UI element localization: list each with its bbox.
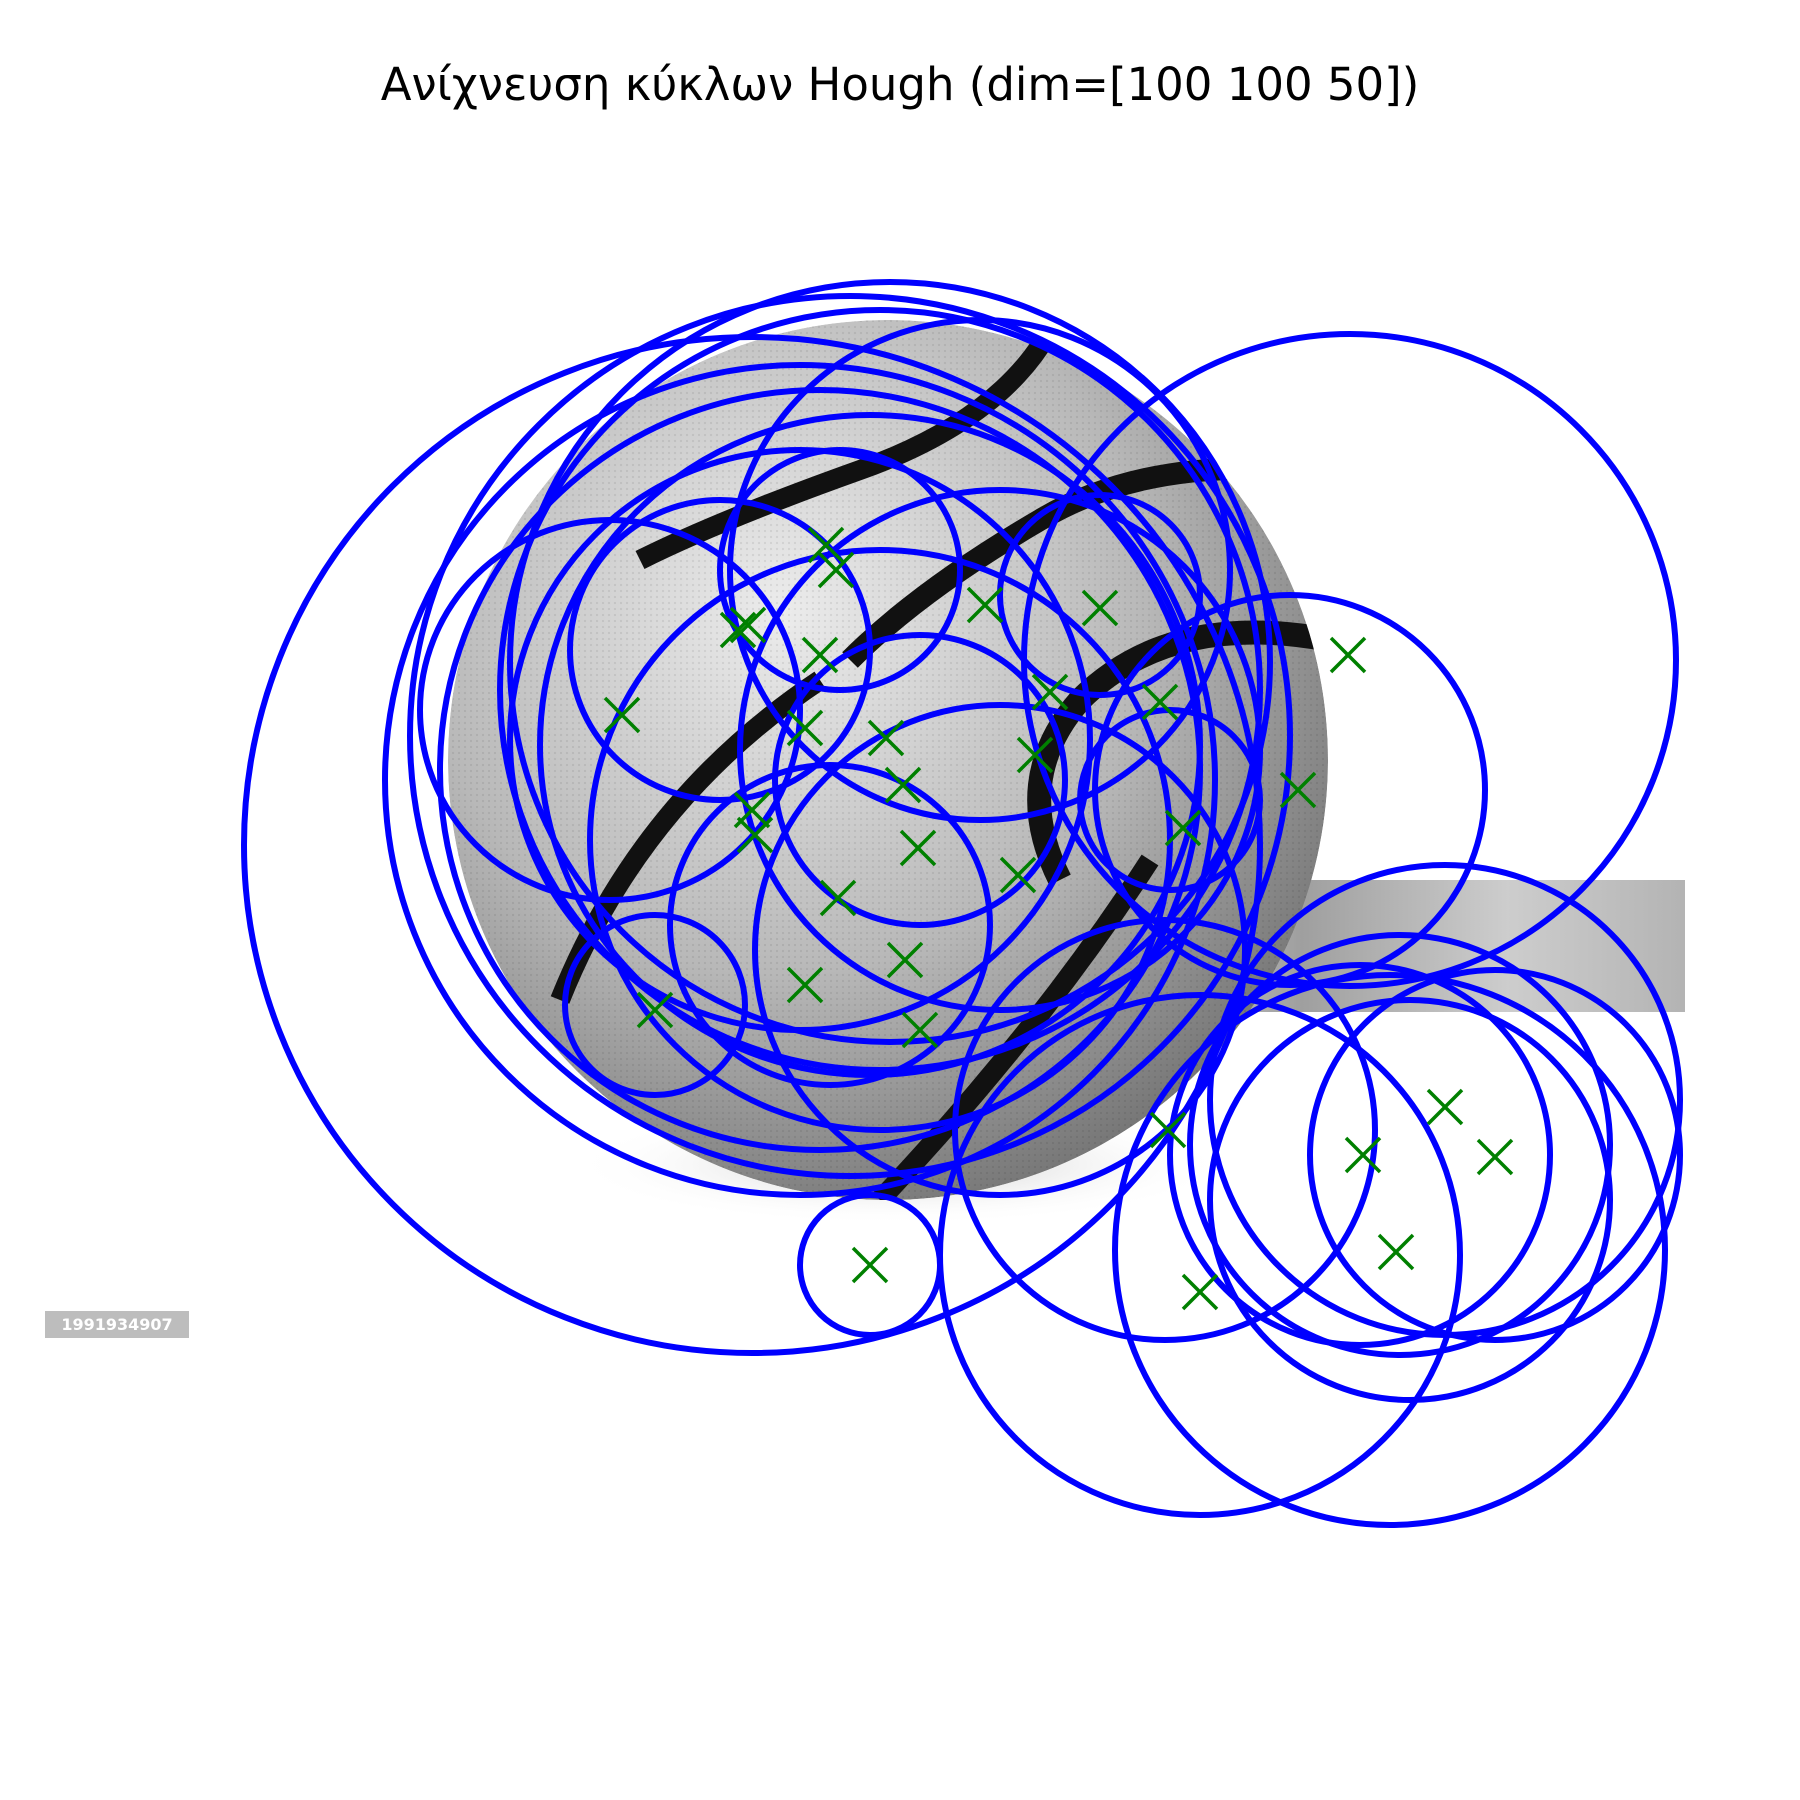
basketball <box>448 320 1328 1200</box>
center-marker <box>899 829 937 867</box>
center-marker <box>817 551 855 589</box>
center-marker <box>1081 589 1119 627</box>
detected-circle <box>537 412 1203 1078</box>
center-marker <box>786 966 824 1004</box>
center-marker <box>1031 673 1069 711</box>
center-marker <box>1377 1233 1415 1271</box>
center-marker <box>851 1246 889 1284</box>
center-marker <box>807 526 845 564</box>
detected-circle <box>417 517 803 903</box>
figure-title: Ανίχνευση κύκλων Hough (dim=[100 100 50]… <box>380 58 1420 111</box>
detected-circle <box>667 762 993 1088</box>
detected-circle <box>727 317 1233 823</box>
detected-circle <box>382 362 1218 1198</box>
detected-circle <box>717 447 963 693</box>
center-marker <box>1149 1111 1187 1149</box>
detected-circle <box>241 334 1263 1356</box>
detected-circle <box>507 447 1093 1033</box>
detected-circles <box>241 279 1683 1528</box>
ball-seam <box>635 325 1059 569</box>
ball-seam <box>872 854 1159 1200</box>
detected-circle <box>937 992 1463 1518</box>
detected-circle <box>752 702 1248 1198</box>
detected-circle <box>1307 967 1683 1343</box>
center-marker <box>1426 1088 1464 1126</box>
center-marker <box>603 696 641 734</box>
center-marker <box>1476 1138 1514 1176</box>
detected-circle <box>997 492 1203 698</box>
detected-circle <box>562 912 748 1098</box>
center-marker <box>719 611 757 649</box>
center-marker <box>729 606 767 644</box>
detected-circle <box>567 497 873 803</box>
center-marker <box>999 856 1037 894</box>
center-marker <box>1016 736 1054 774</box>
center-marker <box>1279 771 1317 809</box>
center-marker <box>819 879 857 917</box>
center-marker <box>901 1011 939 1049</box>
center-marker <box>801 636 839 674</box>
detected-circle <box>507 279 1273 1045</box>
center-marker <box>884 766 922 804</box>
center-marker <box>1141 683 1179 721</box>
center-marker <box>1344 1136 1382 1174</box>
center-marker <box>736 816 774 854</box>
center-marker <box>1164 809 1202 847</box>
detected-circle <box>1187 932 1613 1358</box>
center-markers <box>603 526 1514 1311</box>
detected-circle <box>407 293 1293 1179</box>
detected-circle <box>1207 997 1613 1403</box>
detected-circle <box>497 307 1263 1073</box>
center-marker <box>1329 636 1367 674</box>
center-marker <box>636 991 674 1029</box>
center-marker <box>867 719 905 757</box>
center-marker <box>786 709 824 747</box>
detected-circle <box>772 632 1068 928</box>
center-marker <box>886 941 924 979</box>
stock-id-label: 1991934907 <box>45 1311 189 1338</box>
center-marker <box>966 586 1004 624</box>
detected-circle <box>1112 972 1668 1528</box>
detected-circle <box>737 487 1263 1013</box>
detected-circle <box>1167 962 1553 1348</box>
detected-circle <box>952 917 1378 1343</box>
center-marker <box>1181 1273 1219 1311</box>
